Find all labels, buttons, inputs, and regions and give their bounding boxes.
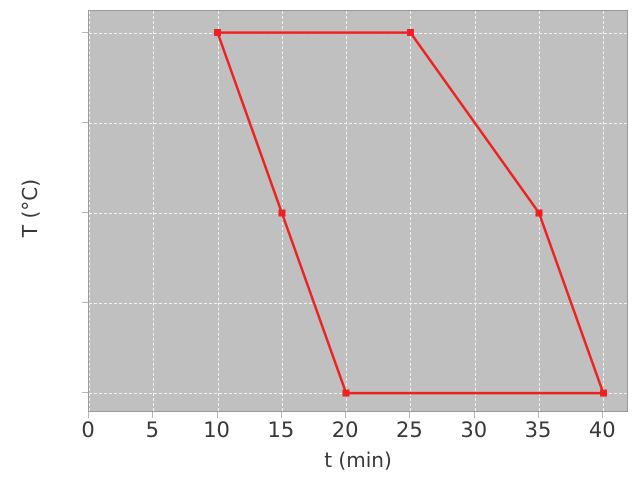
gridline-horizontal: [89, 303, 627, 305]
gridline-horizontal: [89, 122, 627, 124]
x-axis-title: t (min): [324, 448, 392, 472]
x-tick-label: 40: [588, 418, 616, 442]
y-axis-title: T (°C): [18, 178, 42, 238]
x-tick-label: 0: [81, 418, 95, 442]
gridline-horizontal: [89, 212, 627, 214]
x-tick-label: 25: [396, 418, 423, 442]
gridline-vertical: [346, 11, 348, 411]
y-tick-mark: [82, 121, 88, 123]
x-tick-mark: [345, 412, 347, 418]
plot-area: [88, 10, 628, 412]
series-line-t-profile: [216, 31, 606, 395]
gridline-vertical: [153, 11, 155, 411]
data-point-marker: [278, 209, 286, 217]
y-tick-mark: [82, 392, 88, 394]
x-tick-mark: [280, 412, 282, 418]
x-tick-mark: [473, 412, 475, 418]
x-tick-mark: [538, 412, 539, 418]
x-tick-label: 30: [460, 418, 488, 442]
y-tick-mark: [82, 211, 88, 213]
gridline-vertical: [474, 11, 476, 411]
data-point-marker: [214, 29, 222, 37]
gridline-vertical: [410, 11, 412, 411]
gridline-vertical: [603, 11, 605, 411]
x-tick-mark: [602, 412, 604, 418]
y-tick-mark: [82, 302, 88, 304]
x-tick-mark: [152, 412, 154, 418]
x-tick-mark: [409, 412, 411, 418]
data-point-marker: [406, 29, 414, 37]
x-tick-mark: [216, 412, 218, 418]
x-tick-label: 15: [267, 418, 295, 442]
gridline-vertical: [217, 11, 219, 411]
data-point-marker: [342, 389, 350, 397]
x-tick-label: 10: [203, 418, 230, 442]
x-tick-label: 5: [145, 418, 159, 442]
series-markers: [214, 29, 607, 397]
x-tick-mark: [88, 412, 89, 418]
gridline-vertical: [89, 11, 90, 411]
x-tick-label: 20: [331, 418, 359, 442]
x-tick-label: 35: [524, 418, 552, 442]
data-point-marker: [599, 389, 607, 397]
data-series-layer: [214, 29, 607, 397]
y-tick-mark: [82, 31, 88, 33]
data-point-marker: [535, 209, 543, 217]
